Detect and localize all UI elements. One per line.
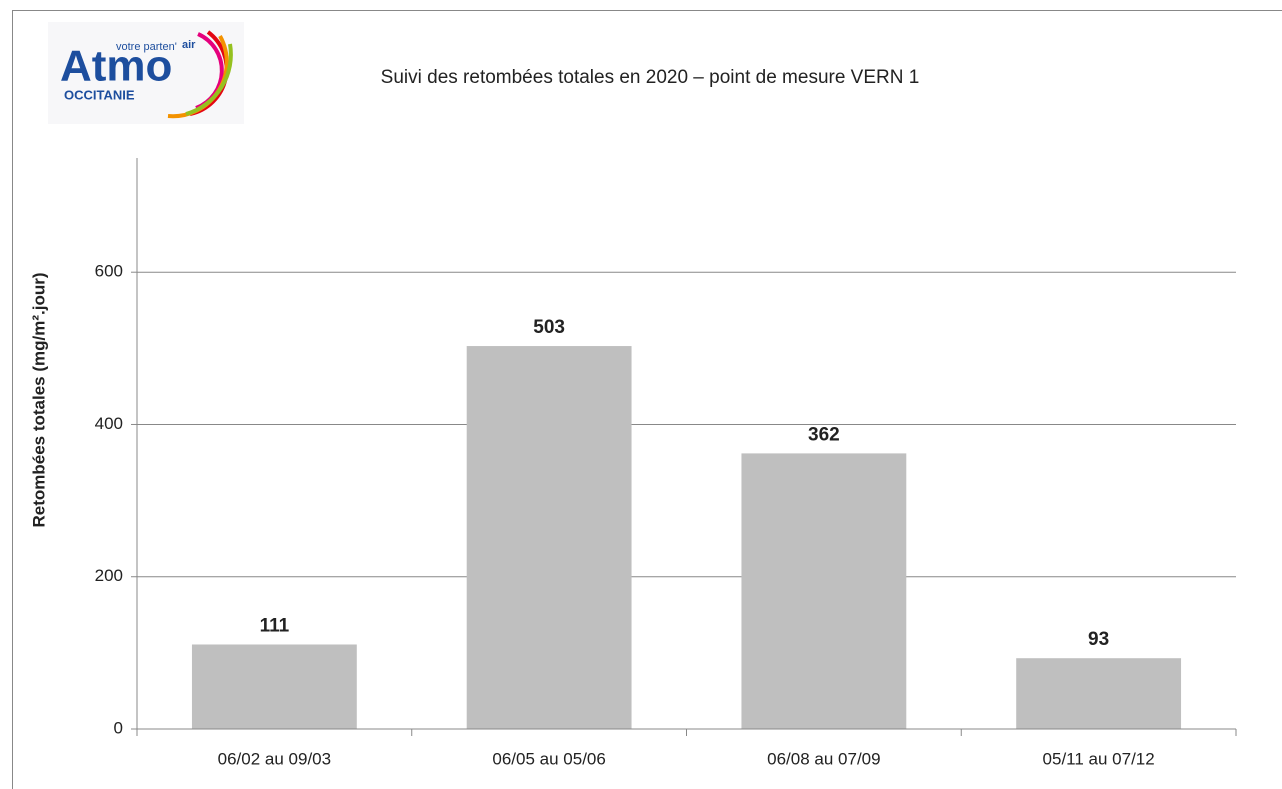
x-tick-label: 06/02 au 09/03: [218, 749, 331, 768]
y-tick-label: 400: [95, 414, 123, 433]
bar: [191, 644, 357, 729]
logo-name: Atmo: [60, 42, 172, 91]
data-label: 111: [260, 616, 290, 637]
logo-region: OCCITANIE: [64, 87, 135, 102]
logo: votre parten' air Atmo OCCITANIE: [48, 22, 244, 124]
data-label: 362: [808, 424, 840, 445]
bar: [741, 453, 907, 729]
y-axis-label: Retombées totales (mg/m².jour): [29, 272, 48, 527]
logo-arc: [185, 43, 233, 116]
y-tick-label: 0: [114, 718, 123, 737]
logo-tagline: votre parten': [116, 41, 177, 53]
data-label: 503: [533, 317, 565, 338]
bar: [1016, 658, 1182, 729]
x-tick-label: 05/11 au 07/12: [1043, 749, 1155, 768]
y-tick-label: 600: [95, 262, 123, 281]
x-tick-label: 06/08 au 07/09: [767, 749, 880, 768]
chart-title: Suivi des retombées totales en 2020 – po…: [381, 67, 920, 88]
x-tick-label: 06/05 au 05/06: [492, 749, 605, 768]
bar: [466, 346, 632, 729]
data-label: 93: [1088, 629, 1109, 650]
logo-background: [48, 22, 244, 124]
frame: [12, 10, 1282, 789]
logo-tagline-emphasis: air: [182, 39, 196, 51]
y-tick-label: 200: [95, 566, 123, 585]
